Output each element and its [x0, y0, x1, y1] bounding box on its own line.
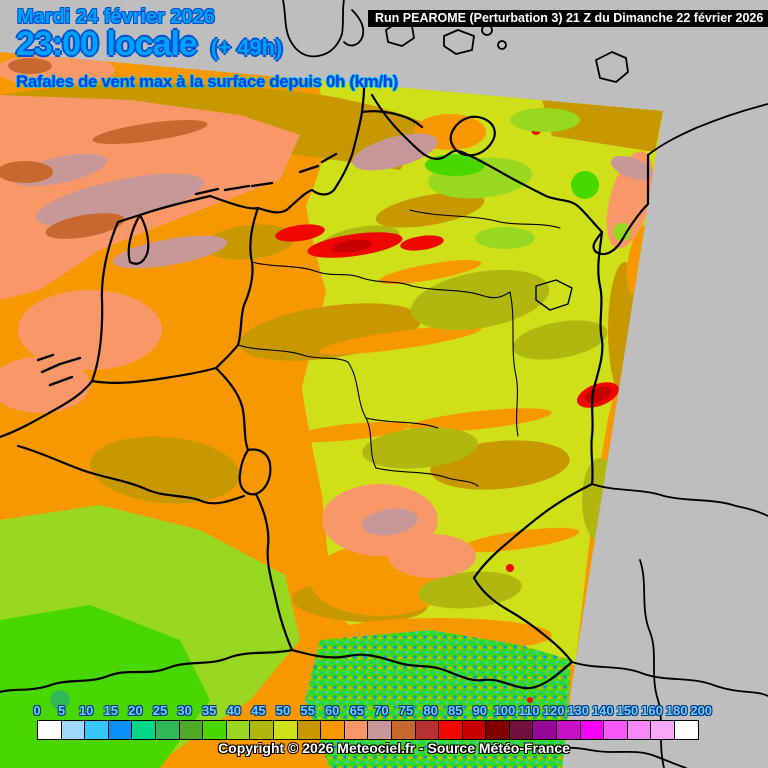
legend-label: 5	[57, 703, 66, 718]
legend-label: 110	[518, 703, 540, 718]
legend-label: 150	[616, 703, 639, 718]
legend-label: 100	[493, 703, 516, 718]
legend-box	[249, 720, 274, 740]
legend-label: 180	[665, 703, 688, 718]
legend-label: 140	[591, 703, 614, 718]
legend-box	[626, 720, 652, 740]
legend-box	[60, 720, 86, 740]
legend-box	[438, 720, 463, 740]
legend-box	[579, 720, 605, 740]
forecast-hour-offset: (+ 49h)	[210, 35, 283, 60]
model-run-banner: Run PEAROME (Perturbation 3) 21 Z du Dim…	[368, 10, 768, 27]
legend-box	[556, 720, 581, 740]
legend-label: 65	[349, 703, 365, 718]
legend-box	[367, 720, 392, 740]
legend-box	[390, 720, 416, 740]
legend-box	[225, 720, 251, 740]
legend-label: 15	[103, 703, 119, 718]
forecast-time: 23:00 locale (+ 49h)	[16, 25, 282, 64]
legend-label: 130	[567, 703, 590, 718]
legend-box	[461, 720, 487, 740]
legend-label: 45	[251, 703, 266, 718]
legend-box	[532, 720, 558, 740]
legend-box	[202, 720, 227, 740]
legend-box	[296, 720, 322, 740]
forecast-date: Mardi 24 février 2026	[17, 6, 215, 28]
legend-label: 10	[78, 703, 94, 718]
legend-color-boxes	[37, 720, 699, 740]
legend-box	[272, 720, 298, 740]
legend-box	[508, 720, 534, 740]
legend-box	[320, 720, 345, 740]
forecast-time-value: 23:00 locale	[16, 25, 198, 63]
legend-box	[131, 720, 156, 740]
legend-label: 40	[226, 703, 242, 718]
legend-label: 25	[152, 703, 168, 718]
legend-label: 55	[300, 703, 315, 718]
legend-label: 0	[33, 703, 41, 718]
wind-field	[0, 52, 663, 768]
legend-box	[674, 720, 699, 740]
legend-box	[343, 720, 369, 740]
legend-label: 70	[374, 703, 389, 718]
legend-label: 200	[690, 703, 713, 718]
state-borders	[237, 209, 573, 487]
legend-label: 160	[641, 703, 663, 718]
legend-label: 50	[275, 703, 291, 718]
legend-box	[107, 720, 133, 740]
legend-label: 85	[447, 703, 463, 718]
legend-box	[84, 720, 109, 740]
legend-label: 75	[398, 703, 414, 718]
legend-box	[603, 720, 628, 740]
legend-label: 20	[128, 703, 143, 718]
legend-label: 30	[177, 703, 192, 718]
legend-label: 60	[324, 703, 340, 718]
legend-box	[650, 720, 676, 740]
parameter-title: Rafales de vent max à la surface depuis …	[16, 72, 398, 91]
legend-label: 35	[201, 703, 217, 718]
legend-box	[178, 720, 204, 740]
legend: 0 5 10 15 20 25 30 35 40 45 50 55 60 65 70 75 80 85 90 100 1…	[33, 703, 729, 743]
legend-label: 120	[542, 703, 565, 718]
legend-box	[485, 720, 510, 740]
copyright-notice: Copyright © 2026 Meteociel.fr - Source M…	[218, 740, 570, 756]
legend-box	[154, 720, 180, 740]
legend-label: 80	[423, 703, 438, 718]
legend-label: 90	[472, 703, 488, 718]
country-borders	[0, 86, 650, 694]
legend-box	[37, 720, 62, 740]
legend-box	[414, 720, 440, 740]
